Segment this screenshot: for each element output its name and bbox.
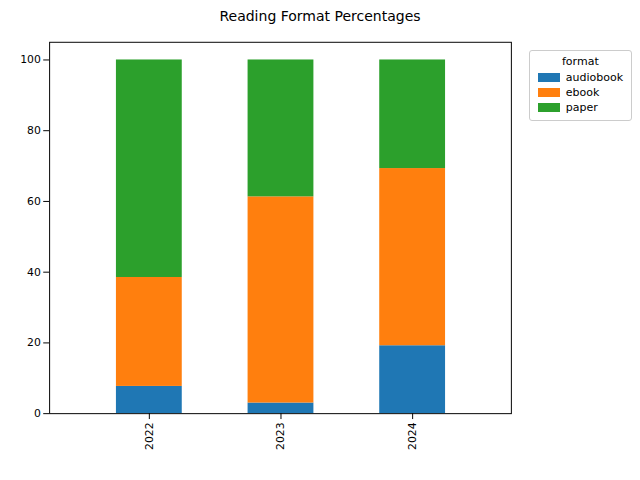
svg-text:80: 80 xyxy=(27,124,41,137)
svg-text:0: 0 xyxy=(34,407,41,420)
svg-text:2023: 2023 xyxy=(274,422,287,449)
svg-text:60: 60 xyxy=(27,195,41,208)
svg-text:20: 20 xyxy=(27,336,41,349)
svg-text:2024: 2024 xyxy=(406,422,419,450)
svg-text:2022: 2022 xyxy=(143,422,156,449)
svg-text:40: 40 xyxy=(27,266,41,279)
html-text:ebook: ebook xyxy=(565,86,600,99)
html-text:Reading Format Percentages: Reading Format Percentages xyxy=(219,8,421,24)
svg-text:100: 100 xyxy=(20,53,41,66)
html-text:format: format xyxy=(562,55,599,68)
html-text:audiobook: audiobook xyxy=(565,71,623,84)
html-text:paper: paper xyxy=(565,101,598,114)
